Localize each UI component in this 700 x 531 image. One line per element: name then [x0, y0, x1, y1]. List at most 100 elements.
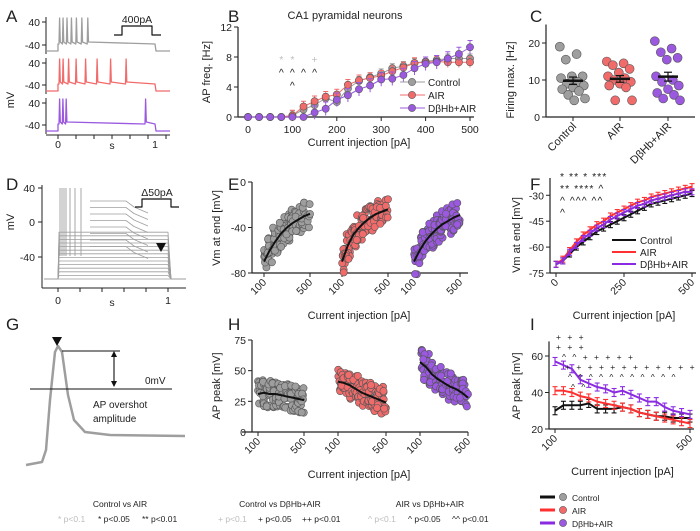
- panel-d-trace: [44, 260, 186, 280]
- panel-letter-b: B: [228, 7, 239, 26]
- panel-c-point: [569, 95, 580, 106]
- panel-c-point: [610, 95, 621, 106]
- panel-g-arrowhead-icon: [52, 337, 62, 346]
- panel-h-x-tick-label: 100: [404, 436, 425, 457]
- panel-i-sig-marker: + + + + + + + + + + + +: [565, 362, 697, 372]
- panel-e-x-tick-label: 100: [248, 277, 269, 298]
- panel-i-x-label: Current injection [pA]: [571, 466, 674, 478]
- panel-b-point: [310, 108, 319, 117]
- panel-a-y-tick-label: -40: [25, 40, 40, 52]
- panel-b-point: [399, 71, 408, 79]
- panel-d-trace: [44, 267, 186, 280]
- footer-sig-p05: ^ p<0.05: [408, 514, 441, 524]
- panel-b-x-tick-label: 300: [372, 124, 390, 136]
- panel-h-y-tick-label: 75: [234, 335, 246, 347]
- panel-e-point: [359, 214, 368, 222]
- panel-h-point: [344, 371, 353, 379]
- panel-a-y-label: mV: [5, 91, 17, 108]
- panel-a-stimulus-label: 400pA: [122, 14, 152, 26]
- panel-e-point: [453, 199, 462, 207]
- panel-c-point: [621, 82, 631, 93]
- panel-i-sig-marker: ^ ^: [571, 382, 587, 392]
- panel-e-trend-line: [413, 214, 461, 263]
- panel-c-point: [663, 84, 673, 95]
- footer-sig-p01: ** p<0.01: [142, 514, 177, 524]
- panel-b-point: [343, 91, 352, 100]
- panel-e-point: [383, 213, 392, 222]
- panel-i-y-tick-label: 60: [531, 351, 543, 363]
- panel-a-y-tick-label: 40: [28, 58, 40, 70]
- panel-letter-g: G: [6, 315, 19, 334]
- panel-letter-f: F: [530, 175, 540, 194]
- panel-h-point: [367, 381, 375, 389]
- panel-g-ap-trace: [25, 344, 186, 467]
- panel-e-point: [344, 255, 353, 263]
- panel-h-point: [446, 369, 455, 378]
- footer-legend-label: Control: [572, 493, 600, 503]
- panel-c-point: [560, 54, 571, 65]
- panel-d-stimulus-label: Δ50pA: [141, 187, 173, 199]
- panel-e-x-tick-label: 500: [444, 277, 465, 298]
- footer-legend-label: AIR: [572, 506, 586, 516]
- panel-b-point: [410, 64, 419, 73]
- panel-c-point: [673, 80, 684, 91]
- panel-c-point: [649, 36, 660, 46]
- panel-h-point: [379, 387, 388, 395]
- panel-b-x-tick-label: 400: [417, 124, 435, 136]
- panel-e-point: [305, 223, 313, 232]
- panel-d-x-tick-label: 0: [55, 295, 61, 307]
- panel-h-y-tick-label: 50: [234, 366, 246, 378]
- panel-d-inset-trace: [90, 207, 149, 220]
- panel-b-point: [454, 50, 463, 58]
- panel-e-point: [292, 226, 301, 235]
- panel-i-y-label: AP peak [mV]: [511, 352, 523, 419]
- panel-c-point: [613, 67, 624, 78]
- panel-f-y-tick-label: -45: [529, 216, 544, 228]
- panel-b-x-tick-label: 100: [284, 124, 302, 136]
- footer-sig-p01: ^^ p<0.01: [452, 514, 489, 524]
- panel-d-trace: [44, 246, 186, 280]
- panel-b-point: [299, 113, 308, 121]
- footer-legend-marker: [559, 493, 567, 501]
- panel-b-point: [443, 54, 452, 63]
- panel-f-sig-marker: * ** * ***: [560, 171, 607, 183]
- panel-b-point: [388, 74, 397, 83]
- panel-e-y-tick-label: -80: [231, 268, 246, 280]
- panel-c-point: [557, 84, 568, 95]
- panel-a-x-label: s: [109, 140, 114, 152]
- panel-i-series-line-2: [554, 360, 691, 416]
- panel-b-sig-marker: +: [312, 54, 318, 66]
- panel-b-point: [255, 113, 263, 121]
- panel-c-point: [571, 49, 582, 59]
- panel-d-y-label: mV: [5, 213, 17, 230]
- panel-h-point: [373, 404, 382, 412]
- panel-b-point: [366, 81, 374, 90]
- panel-e-x-tick-label: 100: [398, 277, 419, 298]
- panel-b-point: [277, 113, 286, 121]
- panel-b-sig-marker: ^: [301, 67, 306, 79]
- panel-e-point: [418, 228, 427, 237]
- panel-h-x-label: Current injection [pA]: [308, 469, 411, 481]
- panel-h-y-tick-label: 25: [234, 396, 246, 408]
- panel-e-point: [381, 202, 390, 210]
- panel-h-trend-line: [257, 391, 305, 402]
- panel-i-sig-marker: ^ ^ + + + + +: [562, 352, 635, 362]
- panel-e-trend-line: [341, 208, 389, 262]
- panel-c-point: [675, 95, 685, 106]
- panel-d-inset-trace: [90, 200, 149, 214]
- panel-c-point: [618, 58, 629, 69]
- panel-e-point: [268, 258, 276, 267]
- panel-e-y-tick-label: 0: [240, 177, 246, 189]
- panel-b-point: [266, 113, 275, 121]
- panel-a-y-tick-label: 40: [28, 98, 40, 110]
- panel-f-legend-label: DβHb+AIR: [640, 260, 688, 271]
- panel-e-point: [339, 268, 348, 277]
- panel-c-point: [624, 64, 635, 74]
- panel-c-point: [554, 41, 565, 52]
- panel-b-point: [310, 97, 319, 106]
- panel-i-y-tick-label: 40: [531, 388, 543, 400]
- panel-g-overshoot-label: AP overshot: [93, 400, 148, 411]
- panel-c-point: [672, 52, 683, 63]
- panel-b-point: [432, 58, 441, 67]
